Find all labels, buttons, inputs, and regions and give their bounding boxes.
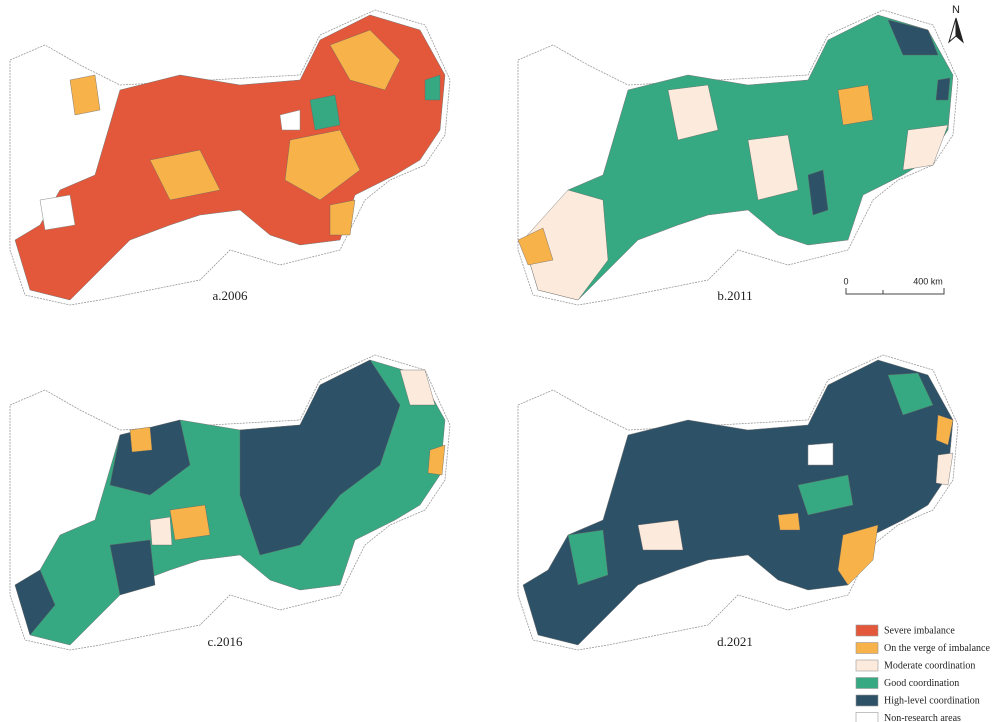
panel-label: b.2011 [717, 288, 752, 303]
region [169, 504, 211, 541]
panel-label: c.2016 [207, 634, 243, 649]
north-label: N [952, 4, 960, 16]
region [935, 414, 954, 446]
region [837, 524, 879, 586]
legend-swatch [855, 624, 879, 637]
region [69, 74, 101, 116]
region [329, 29, 401, 91]
map-panel [9, 354, 451, 651]
region [399, 369, 436, 406]
region [747, 134, 799, 201]
region [887, 372, 934, 416]
region [667, 84, 719, 141]
legend-swatch [855, 642, 879, 654]
region [109, 539, 156, 596]
region [935, 77, 951, 101]
legend: Severe imbalance On the verge of imbalanc… [855, 624, 990, 722]
region [129, 426, 153, 453]
region [149, 516, 173, 546]
region [777, 512, 801, 531]
region [517, 227, 554, 266]
legend-label: High-level coordination [884, 695, 980, 706]
region [149, 149, 221, 201]
legend-label: Non-research areas [884, 713, 961, 722]
region [14, 569, 56, 636]
legend-swatch [855, 694, 879, 707]
legend-label: Severe imbalance [884, 625, 955, 636]
scale-end: 400 km [913, 276, 943, 286]
region [427, 444, 446, 476]
panel-label: d.2021 [717, 634, 753, 649]
north-arrow: N [948, 4, 964, 44]
hole [279, 109, 301, 131]
map-panel [517, 354, 959, 651]
region [239, 359, 401, 556]
region [522, 189, 609, 301]
region [567, 529, 609, 586]
legend-swatch [855, 659, 879, 672]
scale-start: 0 [843, 276, 848, 286]
legend-label: Good coordination [884, 678, 959, 689]
map-panel [517, 9, 959, 306]
region [797, 474, 854, 516]
legend-label: Moderate coordination [884, 660, 975, 671]
legend-swatch [855, 677, 879, 689]
region [284, 129, 361, 201]
region [837, 84, 874, 126]
legend-swatch [855, 712, 879, 722]
region [109, 419, 191, 496]
map-panel [9, 9, 451, 306]
hole [39, 194, 76, 231]
region [329, 199, 356, 236]
scale-bar: 0 400 km [843, 276, 945, 295]
region [935, 452, 954, 486]
region [807, 169, 829, 216]
region [887, 19, 939, 56]
legend-label: On the verge of imbalance [884, 643, 990, 654]
region [309, 94, 341, 131]
region [902, 124, 949, 171]
region [424, 74, 441, 101]
region [637, 519, 684, 551]
panel-label: a.2006 [212, 288, 248, 303]
hole [807, 442, 834, 466]
